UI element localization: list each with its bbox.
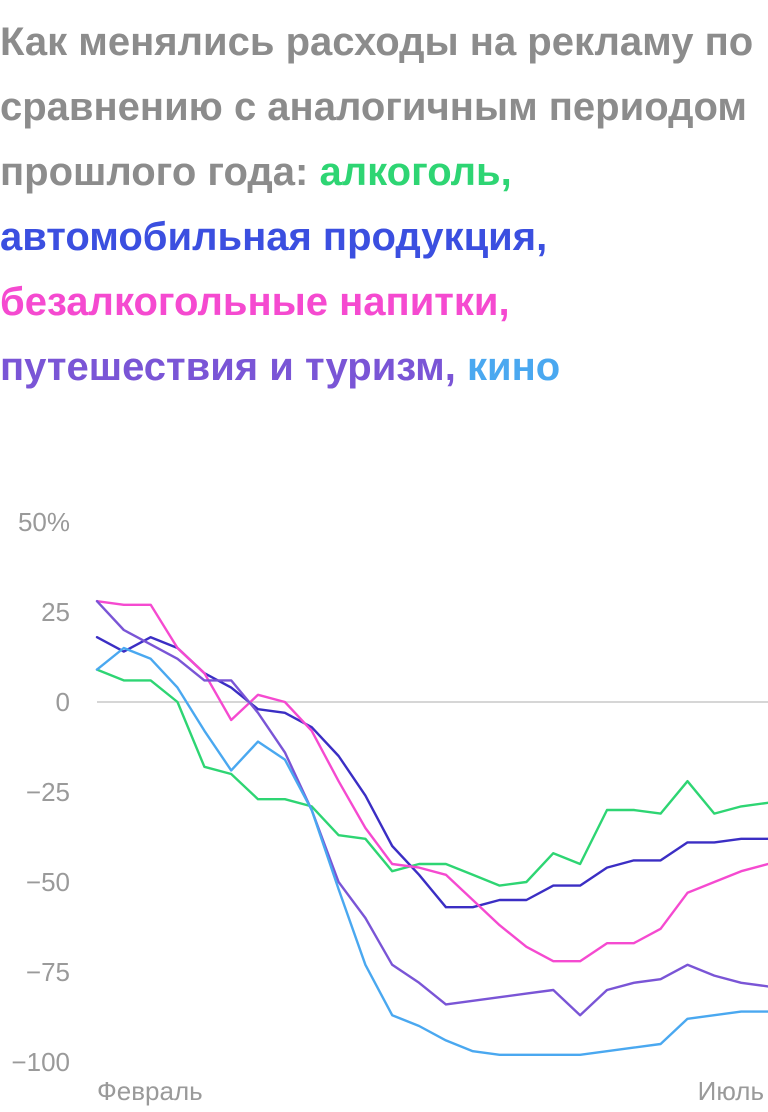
title-highlight-soft-drinks: безалкогольные напитки, xyxy=(0,280,510,324)
series-line xyxy=(95,600,768,1017)
title-highlight-text: путешествия и туризм xyxy=(0,345,445,389)
y-tick-label: −75 xyxy=(26,957,70,987)
title-highlight-text: кино xyxy=(467,345,561,389)
title-highlight-text: безалкогольные напитки xyxy=(0,280,499,324)
series-line xyxy=(95,668,768,887)
x-axis-ticks: Февраль Июль xyxy=(97,1076,764,1106)
y-tick-label: −50 xyxy=(26,867,70,897)
series-line xyxy=(95,646,768,1057)
title-highlight-auto: автомобильная продукция, xyxy=(0,215,547,259)
y-tick-label: 0 xyxy=(56,687,70,717)
y-tick-label: −100 xyxy=(11,1047,70,1077)
title-separator: , xyxy=(536,215,548,259)
y-axis-ticks: 50% 25 0 −25 −50 −75 −100 xyxy=(11,507,70,1077)
title-highlight-text: автомобильная продукция xyxy=(0,215,537,259)
y-tick-label: 25 xyxy=(41,597,70,627)
y-tick-label: 50% xyxy=(18,507,70,537)
chart-title: Как менялись расходы на рекламу по сравн… xyxy=(0,10,768,400)
x-tick-label: Июль xyxy=(698,1076,764,1106)
x-tick-label: Февраль xyxy=(97,1076,203,1106)
title-separator: , xyxy=(498,280,510,324)
title-highlight-text: алкоголь xyxy=(319,150,501,194)
title-separator: , xyxy=(444,345,467,389)
series-lines xyxy=(95,600,768,1057)
title-lead: Как менялись расходы на рекламу по сравн… xyxy=(0,20,754,194)
title-separator: , xyxy=(500,150,512,194)
title-highlight-cinema: кино xyxy=(467,345,560,389)
series-line xyxy=(95,636,768,909)
y-tick-label: −25 xyxy=(26,777,70,807)
series-line xyxy=(95,600,768,963)
title-highlight-alcohol: алкоголь, xyxy=(319,150,511,194)
title-highlight-travel: путешествия и туризм, xyxy=(0,345,467,389)
